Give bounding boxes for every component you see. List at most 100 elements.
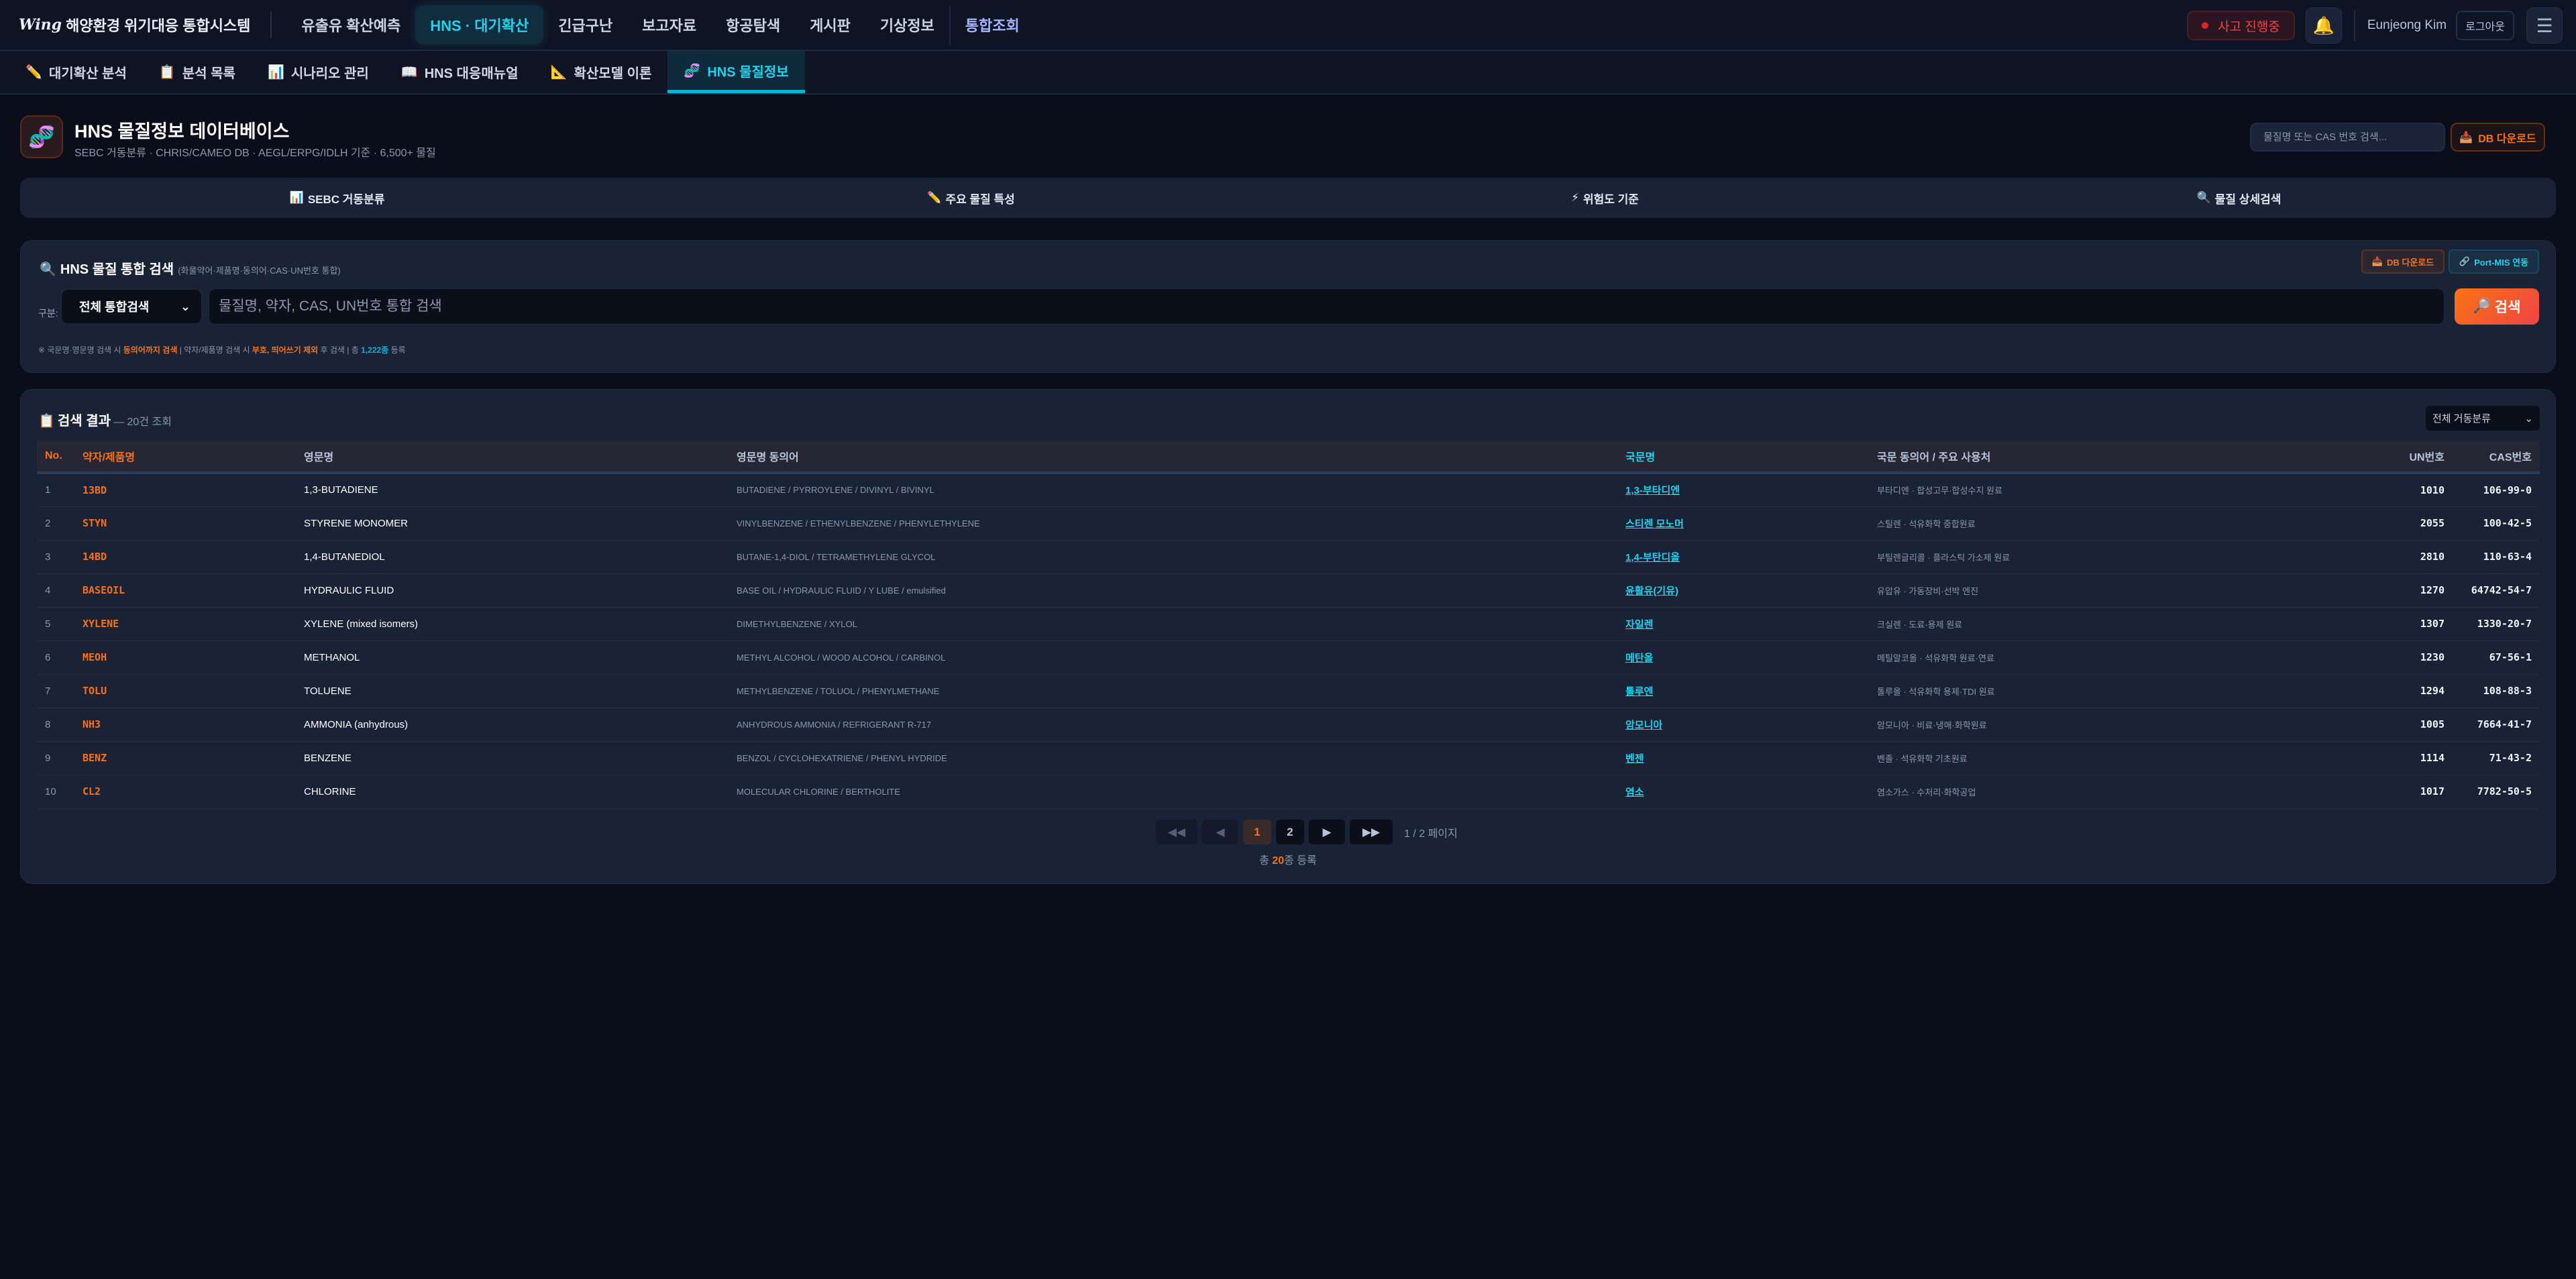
row-english-name: AMMONIA (anhydrous) [304, 718, 409, 730]
feature-tab[interactable]: 📊 SEBC 거동분류 [20, 178, 654, 218]
row-english-synonyms: BASE OIL / HYDRAULIC FLUID / Y LUBE / em… [737, 585, 946, 596]
row-korean-synonyms: 부타디엔 · 합성고무·합성수지 원료 [1877, 486, 2002, 496]
row-un-number: 1010 [2420, 484, 2445, 496]
row-korean-name-link[interactable]: 윤활유(기유) [1625, 585, 1678, 597]
row-korean-name-link[interactable]: 염소 [1625, 786, 1644, 798]
subnav-tab[interactable]: 📖 HNS 대응매뉴얼 [385, 51, 535, 93]
prev-page-button[interactable]: ◀ [1202, 820, 1238, 844]
db-download-small-button[interactable]: 📥 DB 다운로드 [2361, 249, 2445, 274]
table-header-row: No. 약자/제품명 영문명 영문명 동의어 국문명 국문 동의어 / 주요 사용처 UN번… [37, 441, 2540, 473]
first-page-button[interactable]: ◀◀ [1156, 820, 1197, 844]
last-page-button[interactable]: ▶▶ [1350, 820, 1393, 844]
row-english-name: TOLUENE [304, 685, 352, 697]
db-download-button[interactable]: 📥 DB 다운로드 [2451, 123, 2545, 152]
logout-button[interactable]: 로그아웃 [2456, 11, 2514, 40]
row-code: STYN [83, 517, 107, 529]
row-korean-name-link[interactable]: 자일렌 [1625, 618, 1654, 630]
row-english-name: STYRENE MONOMER [304, 517, 409, 529]
portmis-link-button[interactable]: 🔗 Port-MIS 연동 [2449, 249, 2539, 274]
table-row[interactable]: 5 XYLENE XYLENE (mixed isomers) DIMETHYLBEN… [37, 607, 2540, 641]
table-row[interactable]: 8 NH3 AMMONIA (anhydrous) ANHYDROUS AMMONIA… [37, 708, 2540, 741]
feature-tab[interactable]: ✏️ 주요 물질 특성 [654, 178, 1288, 218]
tab-label: 시나리오 관리 [290, 66, 369, 81]
row-korean-name-link[interactable]: 벤젠 [1625, 753, 1644, 765]
search-button[interactable]: 🔎 검색 [2455, 288, 2539, 325]
column-header: 영문명 [304, 452, 334, 463]
row-cas-number: 67-56-1 [2489, 651, 2532, 663]
results-heading: 검색 결과 [57, 414, 111, 429]
table-row[interactable]: 9 BENZ BENZENE BENZOL / CYCLOHEXATRIENE / P… [37, 741, 2540, 775]
row-korean-name-cell: 톨루엔 [1617, 674, 1869, 708]
row-korean-synonyms: 부틸렌글리콜 · 플라스틱 가소제 원료 [1877, 552, 2010, 563]
row-korean-name-link[interactable]: 암모니아 [1625, 719, 1663, 731]
subnav-tab[interactable]: 📐 확산모델 이론 [535, 51, 668, 93]
nav-item[interactable]: 항공탐색 [726, 17, 781, 34]
row-code: BASEOIL [83, 584, 125, 596]
row-korean-name-link[interactable]: 메탄올 [1625, 652, 1654, 664]
row-korean-name-link[interactable]: 1,4-부탄디올 [1625, 551, 1680, 563]
row-cas-number: 7782-50-5 [2477, 785, 2532, 797]
quick-search-input[interactable] [2250, 123, 2445, 152]
row-korean-synonyms: 크실렌 · 도료·용제 원료 [1877, 619, 1963, 630]
table-row[interactable]: 7 TOLU TOLUENE METHYLBENZENE / TOLUOL / PHE… [37, 674, 2540, 708]
row-korean-name-link[interactable]: 스티렌 모노머 [1625, 518, 1684, 530]
row-korean-synonyms: 암모니아 · 비료·냉매·화학원료 [1877, 720, 1987, 730]
row-number: 10 [45, 785, 56, 797]
row-number: 8 [45, 718, 51, 730]
search-title-note: (화물약어·제품명·동의어·CAS·UN번호 통합) [178, 266, 341, 276]
nav-item[interactable]: 통합조회 [949, 5, 1034, 44]
feature-icon: ✏️ [927, 191, 942, 204]
subnav-tab[interactable]: 🧬 HNS 물질정보 [667, 51, 805, 93]
category-select[interactable]: 전체 통합검색 ⌄ [61, 289, 202, 324]
row-korean-name-cell: 자일렌 [1617, 607, 1869, 641]
next-page-button[interactable]: ▶ [1309, 820, 1345, 844]
table-row[interactable]: 1 13BD 1,3-BUTADIENE BUTADIENE / PYRROYLENE… [37, 473, 2540, 506]
bell-icon[interactable]: 🔔 [2305, 7, 2342, 44]
nav-item[interactable]: 유출유 확산예측 [301, 17, 401, 34]
table-row[interactable]: 2 STYN STYRENE MONOMER VINYLBENZENE / ETHEN… [37, 506, 2540, 540]
nav-item[interactable]: 기상정보 [879, 17, 934, 34]
subnav-tab[interactable]: ✏️ 대기확산 분석 [9, 51, 143, 93]
row-korean-name-link[interactable]: 1,3-부타디엔 [1625, 485, 1680, 497]
subnav-tab[interactable]: 📋 분석 목록 [143, 51, 252, 93]
row-un-number: 2055 [2420, 517, 2445, 529]
results-count: — 20건 조회 [113, 416, 172, 428]
tab-label: HNS 물질정보 [707, 64, 789, 80]
nav-item[interactable]: HNS · 대기확산 [415, 5, 544, 44]
subnav-tab[interactable]: 📊 시나리오 관리 [252, 51, 385, 93]
table-row[interactable]: 3 14BD 1,4-BUTANEDIOL BUTANE-1,4-DIOL / TET… [37, 540, 2540, 573]
nav-item[interactable]: 보고자료 [642, 17, 697, 34]
feature-tab[interactable]: ⚡ 위험도 기준 [1288, 178, 1922, 218]
row-code: 14BD [83, 551, 107, 563]
row-english-name: 1,4-BUTANEDIOL [304, 551, 385, 563]
feature-tab[interactable]: 🔍 물질 상세검색 [1922, 178, 2556, 218]
nav-item[interactable]: 긴급구난 [558, 17, 613, 34]
table-row[interactable]: 6 MEOH METHANOL METHYL ALCOHOL / WOOD ALCOH… [37, 641, 2540, 674]
row-english-synonyms: BUTANE-1,4-DIOL / TETRAMETHYLENE GLYCOL [737, 551, 936, 562]
app-logo[interactable]: Wing 해양환경 위기대응 통합시스템 [19, 11, 272, 38]
clipboard-icon: 📋 [38, 414, 55, 429]
table-row[interactable]: 10 CL2 CHLORINE MOLECULAR CHLORINE / BERTHO… [37, 775, 2540, 808]
hamburger-menu-icon[interactable]: ☰ [2526, 7, 2563, 44]
row-english-synonyms: METHYL ALCOHOL / WOOD ALCOHOL / CARBINOL [737, 652, 946, 663]
page-button[interactable]: 1 [1243, 820, 1271, 844]
user-name: Eunjeong Kim [2367, 18, 2447, 32]
results-panel: 📋 검색 결과 — 20건 조회 전체 거동분류 ⌄ No. 약자/제품명 영문명 영문명 … [20, 389, 2556, 884]
feature-tabs: 📊 SEBC 거동분류 ✏️ 주요 물질 특성 ⚡ 위험도 기준 🔍 물질 상세검색 [20, 178, 2556, 218]
behavior-filter-select[interactable]: 전체 거동분류 ⌄ [2426, 406, 2540, 431]
page-button[interactable]: 2 [1276, 820, 1304, 844]
nav-item[interactable]: 게시판 [810, 17, 851, 34]
row-korean-name-link[interactable]: 톨루엔 [1625, 685, 1654, 698]
incident-status-button[interactable]: 사고 진행중 [2187, 11, 2295, 40]
magnifier-icon: 🔎 [2473, 298, 2491, 314]
feature-label: SEBC 거동분류 [307, 192, 385, 206]
page-title: HNS 물질정보 데이터베이스 [74, 121, 290, 142]
row-korean-name-cell: 메탄올 [1617, 641, 1869, 674]
table-row[interactable]: 4 BASEOIL HYDRAULIC FLUID BASE OIL / HYDRAU… [37, 573, 2540, 607]
tab-label: HNS 대응매뉴얼 [424, 66, 519, 81]
row-un-number: 2810 [2420, 551, 2445, 563]
feature-label: 물질 상세검색 [2214, 192, 2282, 206]
row-english-synonyms: DIMETHYLBENZENE / XYLOL [737, 618, 857, 629]
integrated-search-input[interactable] [209, 288, 2445, 325]
hint-highlight: 동의어까지 검색 [123, 345, 178, 355]
